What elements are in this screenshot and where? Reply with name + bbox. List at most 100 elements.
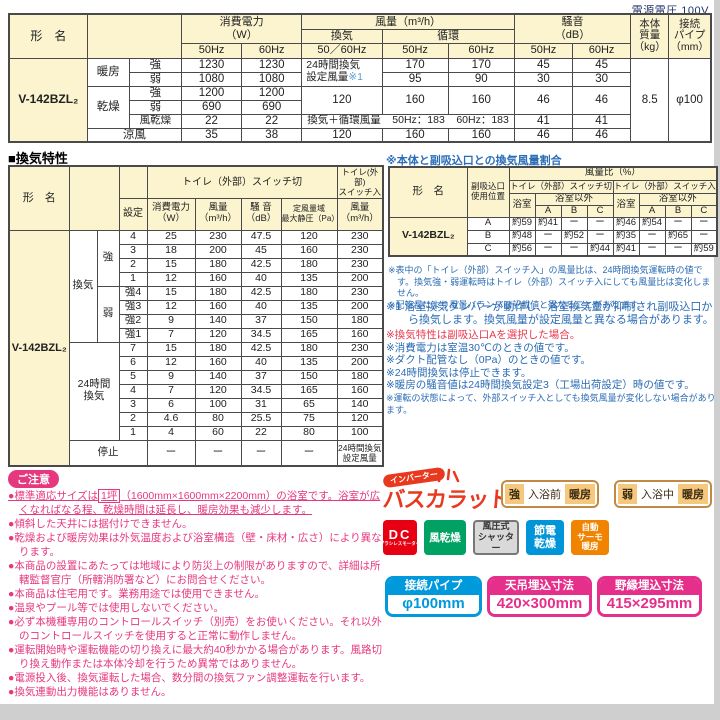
spec-cell: 160 — [447, 127, 515, 143]
ratio-cell: B — [466, 229, 510, 244]
spec-cell: 46 — [572, 85, 632, 115]
spec-h-airflow: 風量（m³/h） — [301, 13, 515, 30]
vent-cell: 2 — [118, 411, 148, 427]
label-line: （W） — [157, 213, 185, 225]
label-line: （m³/h） — [340, 213, 379, 225]
label-line: 騒音 — [561, 16, 584, 29]
feature-badges: DC ブラシレスモーター 風乾燥 風圧式 シャッター 節電 乾燥 自動 サーモ … — [380, 520, 609, 555]
pipe-dim-badge: 接続パイプ φ100mm — [385, 576, 482, 617]
spec-h-model: 形 名 — [8, 13, 88, 59]
label-line: 24時間換気 — [306, 59, 360, 72]
vent-cell: 230 — [336, 243, 384, 259]
vent-cell: 1 — [118, 271, 148, 287]
spec-h-hz: 50Hz — [513, 42, 574, 59]
spec-cell: 160 — [381, 127, 449, 143]
spec-cell: 160 — [381, 85, 449, 115]
label-line: 換気 — [83, 390, 105, 403]
ratio-cell: 約54 — [638, 216, 666, 231]
spec-h-hz: 60Hz — [241, 42, 303, 59]
ratio-h-other: 浴室以外 — [534, 192, 614, 206]
ratio-cell: ー — [586, 216, 614, 231]
vent-cell: 25.5 — [240, 411, 282, 427]
badge-mode: 暖房 — [678, 484, 708, 504]
spec-cell: 41 — [513, 113, 574, 129]
spec-submode: 弱 — [128, 99, 182, 115]
vent-cell: 31 — [240, 397, 282, 413]
vent-cell: 強1 — [118, 327, 148, 343]
caution-item: ●換気連動出力機能はありません。 — [8, 686, 172, 698]
spec-cell-winddry-flow: 換気＋循環風量 50Hz：183 60Hz：183 — [301, 113, 515, 129]
vent-cell: 80 — [280, 425, 338, 441]
vent-cell: 160 — [280, 243, 338, 259]
vent-cell: 18 — [146, 243, 196, 259]
spec-cell: 690 — [241, 99, 303, 115]
vent-cell: 40 — [240, 271, 282, 287]
label-line: 質量 — [639, 29, 661, 42]
spec-mode-cool: 涼風 — [86, 127, 182, 143]
ratio-cell: 約56 — [508, 242, 536, 257]
mode-badge-weak: 弱 入浴中 暖房 — [614, 480, 712, 508]
joist-dim-badge: 野縁埋込寸法 415×295mm — [597, 576, 702, 617]
vent-cell: 230 — [336, 257, 384, 273]
label-line: 最大静圧（Pa） — [281, 214, 337, 224]
vent-model: V-142BZL₂ — [8, 229, 70, 467]
note-mark: ※1 — [348, 71, 363, 83]
vent-table: 形 名 トイレ（外部）スイッチ切 トイレ(外部) スイッチ入 設定 消費電力 （… — [8, 165, 384, 468]
spec-cell: 46 — [513, 127, 574, 143]
vent-cell: 120 — [336, 411, 384, 427]
vent-cell: 160 — [194, 271, 242, 287]
dimension-badges: 接続パイプ φ100mm 天吊埋込寸法 420×300mm 野縁埋込寸法 415… — [385, 576, 702, 617]
spec-cell: 160 — [447, 85, 515, 115]
vent-cell: 120 — [280, 229, 338, 245]
vent-cell: 230 — [336, 341, 384, 357]
spec-h-vent: 換気 — [301, 28, 383, 44]
note: ※運転の状態によって、外部スイッチ入としても換気風量が変化しない場合があります。 — [386, 392, 716, 416]
ratio-cell: ー — [560, 216, 588, 231]
vent-cell: 7 — [146, 383, 196, 399]
label-line: 本体 — [639, 17, 661, 30]
vent-cell: 230 — [194, 229, 242, 245]
vent-cell: 180 — [194, 257, 242, 273]
spec-h-weight: 本体 質量 （kg） — [630, 13, 670, 59]
label-line: 24時間換気 — [338, 442, 382, 453]
vent-cell: 22 — [240, 425, 282, 441]
note: ※24時間換気は停止できます。 — [386, 366, 532, 379]
spec-cell: 95 — [381, 71, 449, 87]
spec-h-noise: 騒音 （dB） — [513, 13, 632, 44]
spec-weight: 8.5 — [630, 57, 670, 143]
vent-group-strong: 強 — [96, 229, 120, 287]
ratio-cell: 約44 — [586, 242, 614, 257]
spec-cell: 1200 — [180, 85, 243, 101]
badge-timing: 入浴中 — [641, 489, 674, 501]
vent-cell: 180 — [336, 313, 384, 329]
label-line: 使用位置 — [470, 191, 505, 202]
note: ※ダクト配管なし（0Pa）のときの値です。 — [386, 354, 591, 366]
spec-h-power: 消費電力 （W） — [180, 13, 303, 44]
spec-cell: 41 — [572, 113, 632, 129]
label-line: 接続 — [679, 17, 701, 30]
spec-submode: 強 — [128, 85, 182, 101]
spec-cell: 1080 — [180, 71, 243, 87]
ratio-table: 形 名 副吸込口 使用位置 風量比（%） トイレ（外部）スイッチ切 トイレ（外部… — [388, 166, 719, 257]
vent-h-setting: 設定 — [118, 197, 148, 231]
caution-badge: ご注意 — [8, 470, 59, 488]
vent-stop: 停止 — [68, 439, 148, 467]
label-line: 騒 音 — [250, 202, 272, 214]
vent-cell: 160 — [194, 355, 242, 371]
spec-cell: 690 — [180, 99, 243, 115]
vent-cell: 1 — [118, 425, 148, 441]
vent-cell: 180 — [336, 369, 384, 385]
pressure-shutter-badge: 風圧式 シャッター — [473, 520, 519, 555]
note-red: ※換気特性は副吸込口Aを選択した場合。 — [386, 329, 581, 341]
vent-cell: 135 — [280, 271, 338, 287]
vent-cell: 12 — [146, 355, 196, 371]
spec-notes: ※1 浴室換気ダンパーが動作し、浴室換気量が抑制され副吸込口から換気します。換気… — [386, 301, 720, 417]
note: ※表中の「トイレ（外部）スイッチ入」の風量比は、24時間換気運転時の値です。換気… — [388, 265, 711, 298]
label-line: （dB） — [245, 213, 277, 225]
spec-cell: 30 — [572, 71, 632, 87]
ratio-h-on: トイレ（外部）スイッチ入 — [612, 179, 718, 194]
ratio-section-heading: ※本体と副吸込口との換気風量割合 — [386, 155, 562, 167]
vent-cell: 6 — [146, 397, 196, 413]
caution-item: ●本商品の設置にあたっては地域により防災上の制限がありますので、詳細は所轄監督官… — [8, 560, 381, 586]
vent-cell: 75 — [280, 411, 338, 427]
